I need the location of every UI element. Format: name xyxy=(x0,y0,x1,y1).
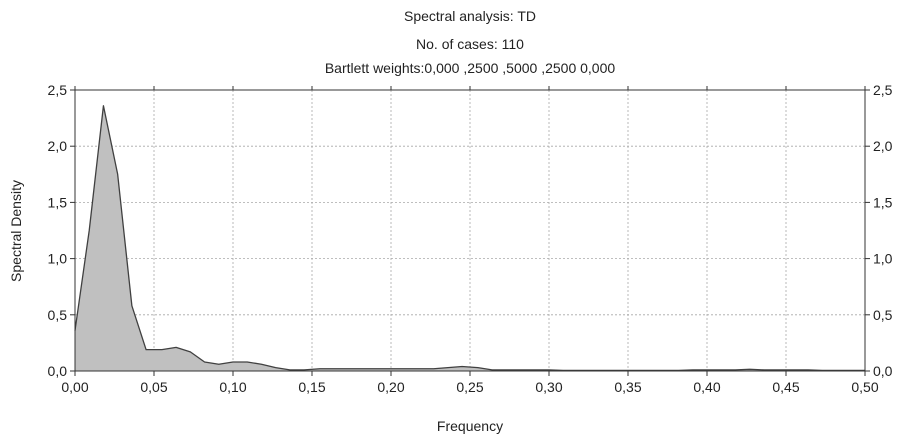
x-tick-label: 0,15 xyxy=(298,379,325,395)
y-tick-label-left: 0,5 xyxy=(48,307,68,323)
x-tick-label: 0,40 xyxy=(693,379,720,395)
y-tick-label-right: 1,0 xyxy=(873,251,893,267)
y-tick-label-right: 0,0 xyxy=(873,363,893,379)
x-axis-label: Frequency xyxy=(437,418,503,434)
y-tick-label-right: 2,0 xyxy=(873,138,893,154)
chart-subtitle-weights: Bartlett weights:0,000 ,2500 ,5000 ,2500… xyxy=(325,60,616,76)
y-tick-label-left: 1,0 xyxy=(48,251,68,267)
y-tick-label-right: 1,5 xyxy=(873,194,893,210)
x-tick-label: 0,30 xyxy=(535,379,562,395)
y-tick-label-right: 2,5 xyxy=(873,82,893,98)
x-tick-label: 0,25 xyxy=(456,379,483,395)
y-tick-label-left: 2,5 xyxy=(48,82,68,98)
x-tick-label: 0,20 xyxy=(377,379,404,395)
y-tick-label-right: 0,5 xyxy=(873,307,893,323)
x-tick-label: 0,00 xyxy=(61,379,88,395)
data-series xyxy=(74,105,865,372)
y-tick-label-left: 0,0 xyxy=(48,363,68,379)
spectral-density-line xyxy=(74,105,865,372)
x-tick-label: 0,50 xyxy=(851,379,878,395)
y-tick-label-left: 1,5 xyxy=(48,194,68,210)
x-tick-label: 0,10 xyxy=(219,379,246,395)
x-tick-label: 0,45 xyxy=(772,379,799,395)
axis-ticks: 0,00 0,05 0,10 0,15 0,20 0,25 0,30 0,35 0,40 0,45… xyxy=(48,82,893,395)
chart-title: Spectral analysis: TD xyxy=(404,8,536,24)
grid xyxy=(75,90,865,371)
x-tick-label: 0,05 xyxy=(140,379,167,395)
chart-subtitle-cases: No. of cases: 110 xyxy=(416,36,524,52)
y-axis-label: Spectral Density xyxy=(8,180,24,282)
y-tick-label-left: 2,0 xyxy=(48,138,68,154)
x-tick-label: 0,35 xyxy=(614,379,641,395)
